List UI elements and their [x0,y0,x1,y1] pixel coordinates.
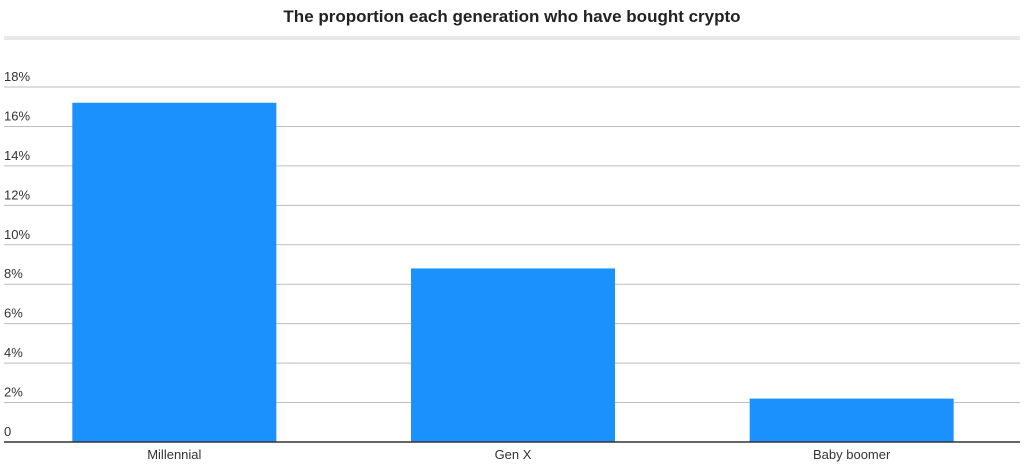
x-axis-labels: Millennial Gen X Baby boomer [147,447,891,462]
y-tick-label: 8% [4,266,23,281]
y-tick-label: 12% [4,187,30,202]
y-tick-label: 10% [4,227,30,242]
bar-baby-boomer [749,398,954,442]
x-category-label: Baby boomer [813,447,891,462]
y-tick-label: 0 [4,424,11,439]
y-tick-label: 4% [4,345,23,360]
bar-millennial [72,102,277,443]
bars [72,102,954,443]
x-category-label: Gen X [495,447,532,462]
y-tick-label: 16% [4,108,30,123]
y-tick-label: 2% [4,385,23,400]
x-category-label: Millennial [147,447,201,462]
chart-title: The proportion each generation who have … [283,7,740,26]
bar-gen-x [411,268,615,442]
title-divider [4,36,1020,40]
y-tick-label: 6% [4,306,23,321]
y-tick-label: 14% [4,148,30,163]
y-tick-label: 18% [4,69,30,84]
y-axis-ticks: 0 2% 4% 6% 8% 10% 12% 14% 16% 18% [4,69,30,439]
